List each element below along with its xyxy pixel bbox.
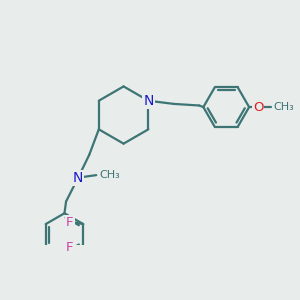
Text: F: F: [66, 241, 74, 254]
Text: F: F: [66, 216, 74, 229]
Text: N: N: [143, 94, 154, 108]
Text: CH₃: CH₃: [99, 170, 120, 180]
Text: N: N: [73, 171, 83, 185]
Text: CH₃: CH₃: [274, 102, 294, 112]
Text: O: O: [253, 100, 263, 114]
